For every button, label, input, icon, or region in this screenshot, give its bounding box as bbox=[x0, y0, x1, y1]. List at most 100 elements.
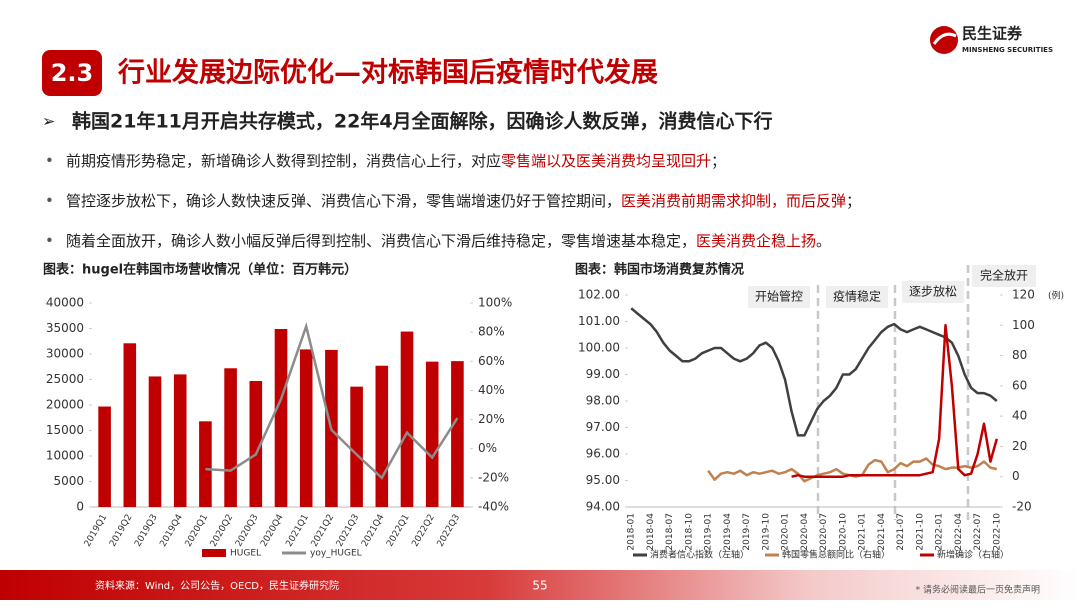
y2-unit: (例) bbox=[1048, 290, 1064, 302]
x-tick-label: 2022Q2 bbox=[410, 513, 437, 549]
x-tick-label: 2019Q2 bbox=[108, 513, 135, 549]
bar bbox=[425, 361, 439, 507]
chart-caption: 图表：韩国市场消费复苏情况 bbox=[575, 262, 744, 278]
y2-tick-label: 40% bbox=[478, 383, 505, 397]
y2-tick-label: -20% bbox=[478, 470, 509, 484]
y2-tick-label: -20 bbox=[1012, 500, 1032, 514]
x-tick-label: 2020-07 bbox=[819, 513, 829, 551]
chart-caption: 图表：hugel在韩国市场营收情况（单位：百万韩元） bbox=[43, 262, 357, 278]
y2-tick-label: 20 bbox=[1012, 439, 1027, 453]
y2-tick-label: 20% bbox=[478, 412, 505, 426]
bar bbox=[375, 365, 389, 507]
x-tick-label: 2021Q3 bbox=[335, 513, 362, 549]
y-tick-label: 100.00 bbox=[578, 341, 620, 355]
bullet-text: 零售端以及医美消费均呈现回升 bbox=[501, 152, 711, 170]
x-tick-label: 2018-04 bbox=[646, 513, 656, 551]
bar bbox=[249, 381, 263, 507]
legend-label: HUGEL bbox=[230, 549, 261, 559]
y-tick-label: 94.00 bbox=[586, 500, 620, 514]
y-tick-label: 97.00 bbox=[586, 420, 620, 434]
legend-label: yoy_HUGEL bbox=[310, 549, 362, 559]
logo-icon bbox=[930, 26, 958, 54]
y-tick-label: 101.00 bbox=[578, 314, 620, 328]
x-tick-label: 2020Q2 bbox=[209, 513, 236, 549]
page-number: 55 bbox=[532, 579, 547, 593]
bullet-dot: • bbox=[45, 192, 54, 210]
x-tick-label: 2021Q4 bbox=[360, 513, 387, 549]
section-number: 2.3 bbox=[51, 59, 94, 87]
bullet-text: 管控逐步放松下，确诊人数快速反弹、消费信心下滑，零售端增速仍好于管控期间， bbox=[66, 192, 621, 210]
x-tick-label: 2019Q3 bbox=[133, 513, 160, 549]
section-badge bbox=[42, 50, 102, 96]
x-tick-label: 2019Q4 bbox=[158, 513, 185, 549]
legend-label: 韩国零售总额同比（右轴） bbox=[782, 549, 890, 561]
x-tick-label: 2018-10 bbox=[684, 513, 694, 551]
bar bbox=[350, 386, 363, 507]
x-tick-label: 2018-07 bbox=[665, 513, 675, 551]
bar bbox=[400, 331, 414, 507]
annotation-box bbox=[902, 281, 964, 303]
y-tick-label: 102.00 bbox=[578, 288, 620, 302]
y-tick-label: 30000 bbox=[46, 347, 84, 361]
y-tick-label: 0 bbox=[76, 500, 84, 514]
footer-source: 资料来源：Wind，公司公告，OECD，民生证券研究院 bbox=[95, 579, 339, 592]
x-tick-label: 2019-01 bbox=[704, 513, 714, 551]
y-tick-label: 98.00 bbox=[586, 394, 620, 408]
y-tick-label: 99.00 bbox=[586, 367, 620, 381]
bar bbox=[224, 368, 237, 507]
x-tick-label: 2018-01 bbox=[627, 513, 637, 551]
headline-arrow: ➢ bbox=[42, 112, 55, 131]
x-tick-label: 2022-10 bbox=[992, 513, 1002, 551]
y-tick-label: 25000 bbox=[46, 372, 84, 386]
legend-label: 新增确诊（右轴） bbox=[937, 549, 1009, 561]
y-tick-label: 15000 bbox=[46, 423, 84, 437]
annotation: 开始管控 bbox=[755, 289, 803, 304]
legend-swatch bbox=[202, 549, 226, 557]
bullet: 前期疫情形势稳定，新增确诊人数得到控制，消费信心上行，对应零售端以及医美消费均呈… bbox=[66, 152, 726, 170]
y-tick-label: 20000 bbox=[46, 398, 84, 412]
x-tick-label: 2021-10 bbox=[915, 513, 925, 551]
bar bbox=[199, 421, 212, 507]
y-tick-label: 35000 bbox=[46, 321, 84, 335]
slide-title: 行业发展边际优化—对标韩国后疫情时代发展 bbox=[117, 57, 658, 89]
disclaimer: * 请务必阅读最后一页免责声明 bbox=[916, 584, 1040, 596]
y2-tick-label: 100% bbox=[478, 296, 512, 310]
bar bbox=[274, 329, 288, 507]
bullet-text: 医美消费前期需求抑制，而后反弹 bbox=[621, 192, 846, 210]
x-tick-label: 2020Q1 bbox=[184, 513, 211, 549]
x-tick-label: 2020-04 bbox=[800, 513, 810, 551]
y2-tick-label: 60% bbox=[478, 354, 505, 368]
bullet-text: 随着全面放开，确诊人数小幅反弹后得到控制、消费信心下滑后维持稳定，零售增速基本稳… bbox=[66, 232, 696, 250]
line bbox=[707, 457, 998, 483]
x-tick-label: 2022Q1 bbox=[385, 513, 412, 549]
bar bbox=[173, 374, 187, 507]
annotation-box bbox=[748, 286, 810, 308]
bar bbox=[123, 343, 137, 507]
x-tick-label: 2019-07 bbox=[742, 513, 752, 551]
y2-tick-label: 80 bbox=[1012, 348, 1027, 362]
y2-tick-label: 0 bbox=[1012, 469, 1020, 483]
annotation-box bbox=[826, 286, 888, 308]
annotation-box bbox=[972, 265, 1036, 287]
bullet-text: 前期疫情形势稳定，新增确诊人数得到控制，消费信心上行，对应 bbox=[66, 152, 501, 170]
y2-tick-label: 40 bbox=[1012, 409, 1027, 423]
x-tick-label: 2021Q1 bbox=[284, 513, 311, 549]
y2-tick-label: 120 bbox=[1012, 288, 1035, 302]
legend-label: 消费者信心指数（左轴） bbox=[650, 549, 749, 561]
x-tick-label: 2022-04 bbox=[954, 513, 964, 551]
bullet-text: ； bbox=[711, 152, 726, 170]
y-tick-label: 95.00 bbox=[586, 473, 620, 487]
x-tick-label: 2021-07 bbox=[896, 513, 906, 551]
y-tick-label: 96.00 bbox=[586, 447, 620, 461]
x-tick-label: 2021-01 bbox=[858, 513, 868, 551]
y2-tick-label: -40% bbox=[478, 500, 509, 514]
x-tick-label: 2021Q2 bbox=[310, 513, 337, 549]
y2-tick-label: 100 bbox=[1012, 318, 1035, 332]
logo-en: MINSHENG SECURITIES bbox=[962, 46, 1053, 54]
bullet-text: ； bbox=[846, 192, 861, 210]
annotation: 疫情稳定 bbox=[833, 289, 881, 304]
line bbox=[791, 324, 999, 478]
x-tick-label: 2019Q1 bbox=[83, 513, 110, 549]
logo-swoosh bbox=[932, 32, 957, 45]
bar bbox=[98, 406, 111, 507]
